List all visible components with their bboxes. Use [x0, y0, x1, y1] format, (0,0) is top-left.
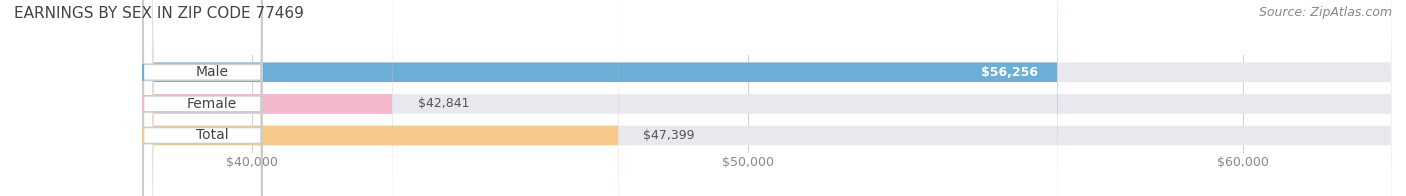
- Text: $56,256: $56,256: [981, 66, 1038, 79]
- FancyBboxPatch shape: [153, 0, 1057, 196]
- Text: $42,841: $42,841: [418, 97, 470, 110]
- FancyBboxPatch shape: [143, 0, 262, 196]
- FancyBboxPatch shape: [153, 0, 392, 196]
- FancyBboxPatch shape: [143, 0, 262, 196]
- FancyBboxPatch shape: [153, 0, 619, 196]
- Text: Source: ZipAtlas.com: Source: ZipAtlas.com: [1258, 6, 1392, 19]
- FancyBboxPatch shape: [153, 0, 1392, 196]
- FancyBboxPatch shape: [153, 0, 1392, 196]
- FancyBboxPatch shape: [153, 0, 1392, 196]
- Text: Total: Total: [195, 129, 228, 142]
- Text: EARNINGS BY SEX IN ZIP CODE 77469: EARNINGS BY SEX IN ZIP CODE 77469: [14, 6, 304, 21]
- Text: Female: Female: [187, 97, 238, 111]
- FancyBboxPatch shape: [143, 0, 262, 196]
- Text: $47,399: $47,399: [644, 129, 695, 142]
- Text: Male: Male: [195, 65, 228, 79]
